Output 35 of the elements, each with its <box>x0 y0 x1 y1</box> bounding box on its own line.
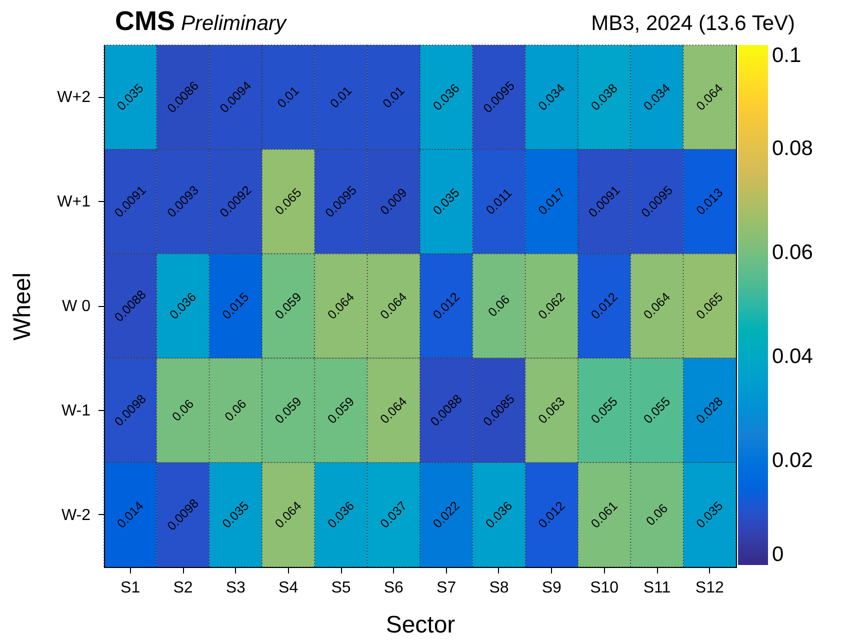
y-tick-label: W+1 <box>57 194 91 211</box>
data-label: 0.06 <box>643 501 671 528</box>
y-tick-label: W 0 <box>62 298 91 315</box>
x-tick-label: S1 <box>120 580 140 596</box>
x-tick-label: S3 <box>226 580 246 596</box>
data-label: 0.06 <box>222 396 250 424</box>
color-bar-label: 0.1 <box>772 44 802 67</box>
x-tick-label: S12 <box>695 580 724 596</box>
data-label: 0.06 <box>485 292 513 320</box>
color-bar-label: 0.04 <box>772 345 814 368</box>
x-tick-label: S10 <box>590 580 619 596</box>
y-tick-label: W-1 <box>61 402 91 420</box>
color-bar-label: 0.08 <box>772 137 813 160</box>
color-bar-label: 0.06 <box>772 241 813 264</box>
y-tick-label: W-2 <box>61 506 91 524</box>
text: MB3, 2024 (13.6 TeV) <box>591 12 795 36</box>
y-tick-label: W+2 <box>57 89 91 106</box>
x-tick-label: S7 <box>436 580 456 596</box>
data-label: 0.01 <box>380 84 408 111</box>
x-tick-label: S2 <box>173 580 193 596</box>
x-tick-label: S5 <box>331 580 351 596</box>
x-tick-label: S8 <box>489 580 509 596</box>
x-tick-label: S6 <box>384 580 404 596</box>
data-label: 0.06 <box>169 396 197 424</box>
x-axis-title: Sector <box>386 612 456 638</box>
color-bar-label: 0 <box>772 543 784 566</box>
x-tick-label: S4 <box>278 580 298 596</box>
x-tick-label: S9 <box>542 580 562 596</box>
y-axis-title: Wheel <box>9 272 36 341</box>
data-label: 0.01 <box>327 84 355 111</box>
chart-title: CMS <box>115 6 175 36</box>
data-label: 0.01 <box>274 84 302 111</box>
x-tick-label: S11 <box>643 580 671 596</box>
color-bar-label: 0.02 <box>772 449 813 472</box>
chart-subtitle: Preliminary <box>181 12 286 35</box>
